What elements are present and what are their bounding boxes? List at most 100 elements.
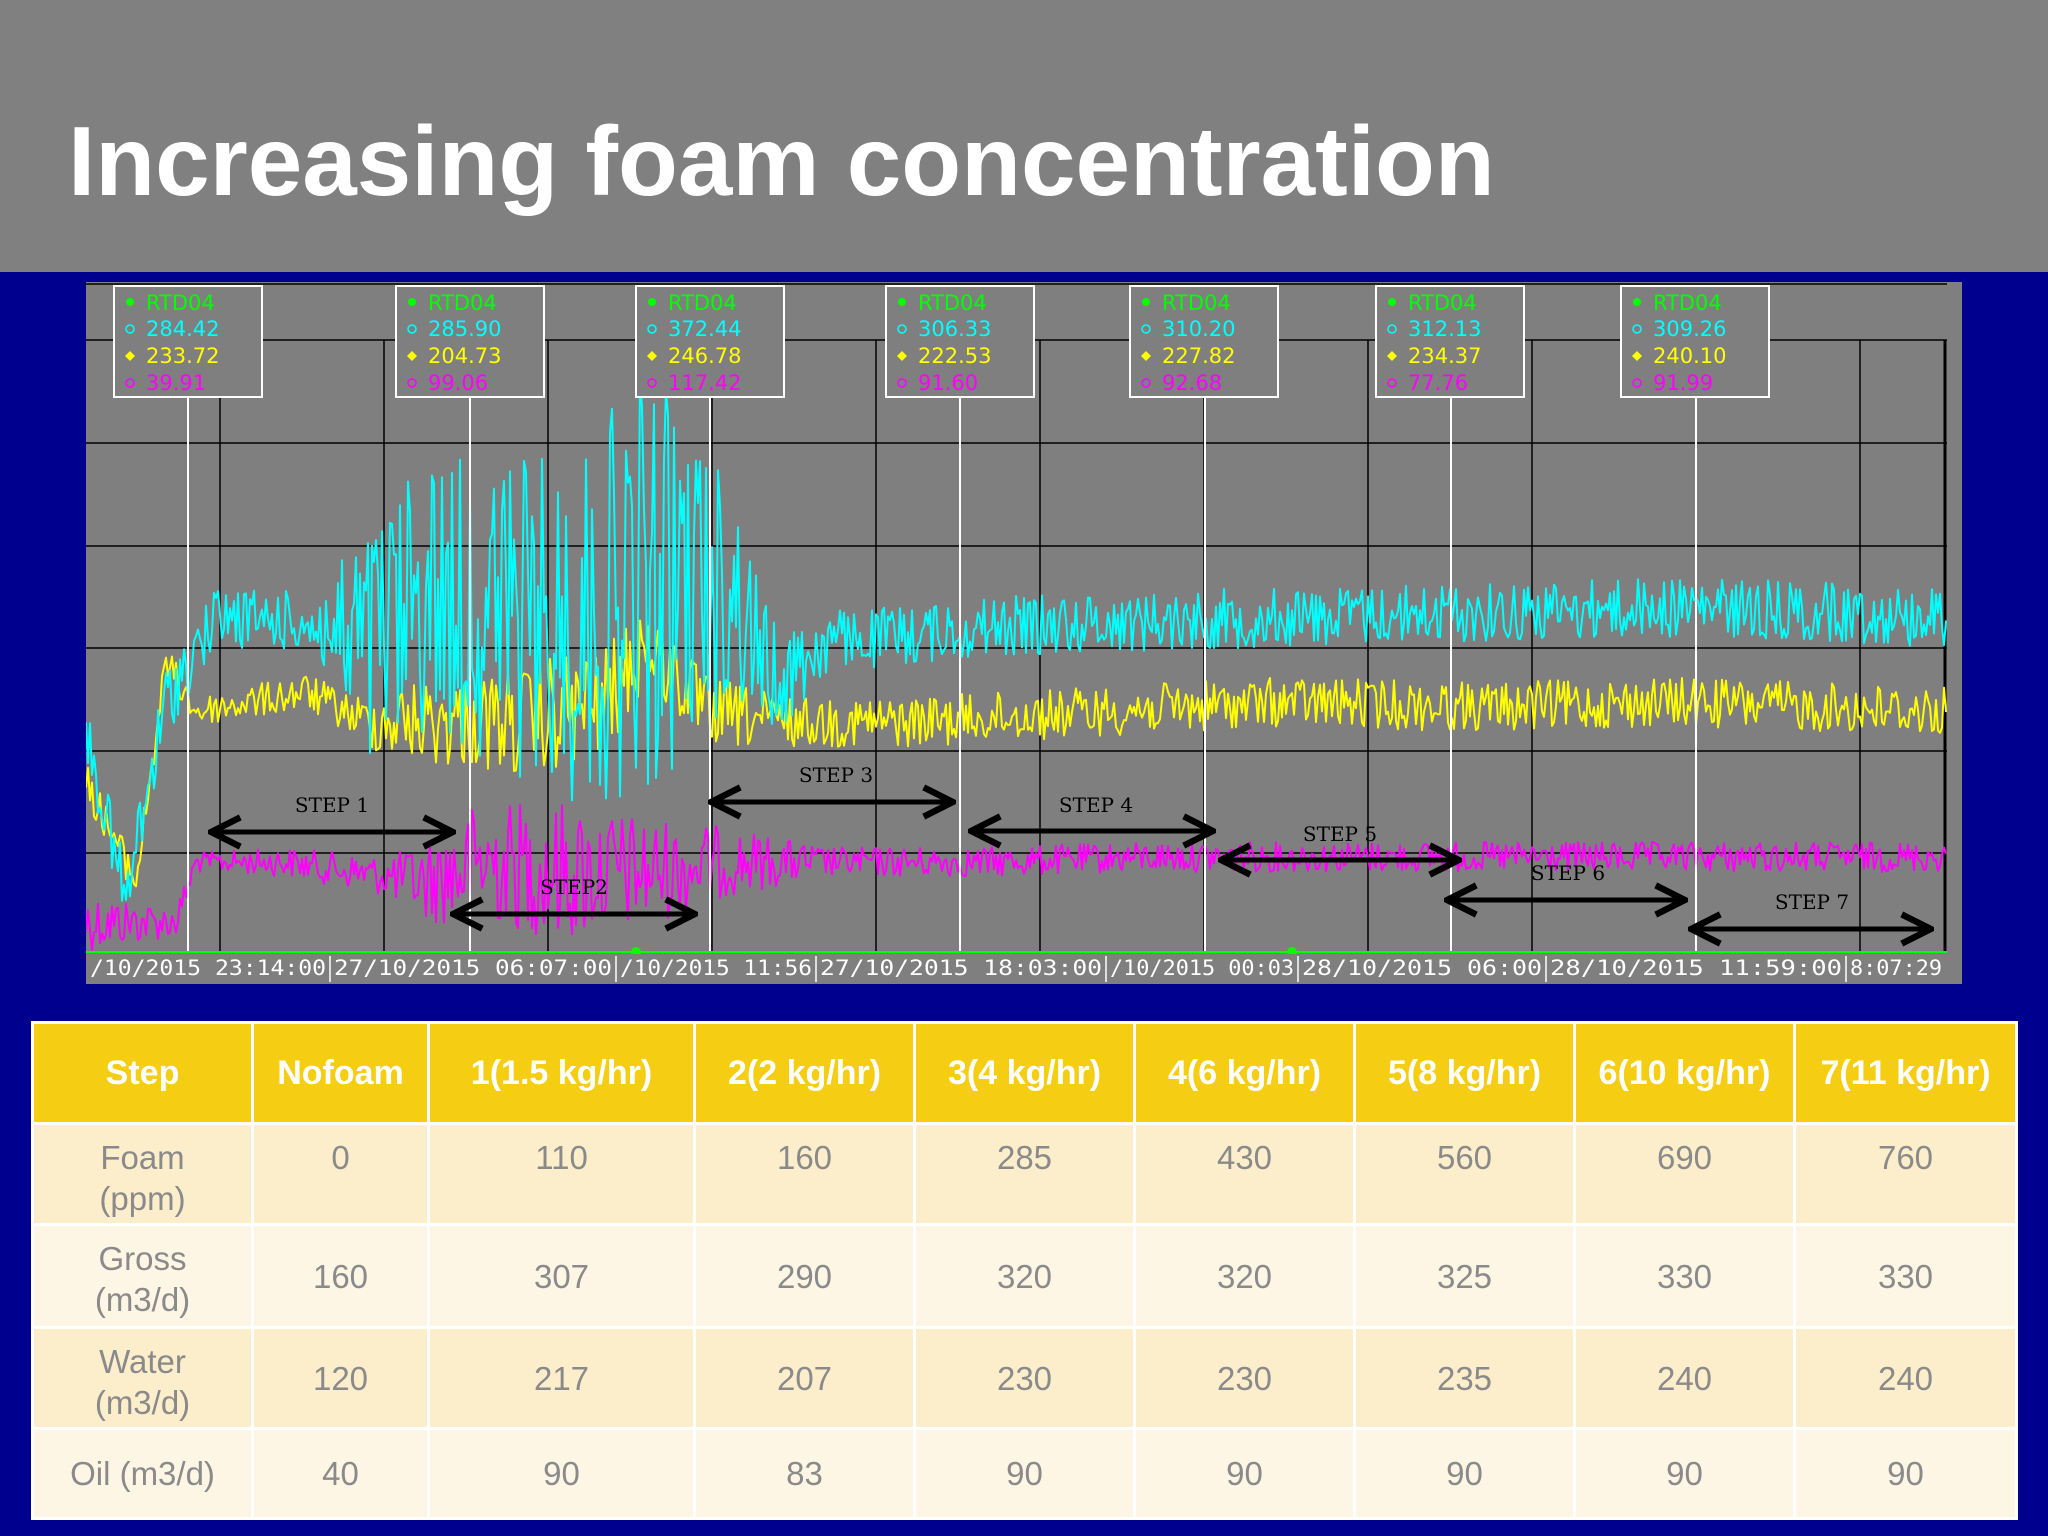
cursor-value: 227.82 [1162, 344, 1235, 368]
cursor-value: 233.72 [146, 344, 219, 368]
cursor-value: 246.78 [668, 344, 741, 368]
green-marker-icon [1388, 298, 1396, 306]
header-step-6: 6(10 kg/hr) [1573, 1021, 1796, 1125]
yellow-marker-icon [407, 351, 417, 361]
step-label: STEP2 [540, 875, 608, 899]
cursor-box [1620, 285, 1770, 398]
cyan-marker-icon [407, 324, 417, 334]
row-label: Gross (m3/d) [31, 1223, 254, 1329]
header-step-2: 2(2 kg/hr) [693, 1021, 916, 1125]
cyan-marker-icon [1632, 324, 1642, 334]
table-cell: 83 [693, 1427, 916, 1520]
table-row-water: Water (m3/d) 120 217 207 230 230 235 240 … [31, 1326, 2018, 1430]
magenta-marker-icon [647, 378, 657, 388]
table-cell: 90 [1353, 1427, 1576, 1520]
table-cell: 230 [913, 1326, 1136, 1430]
slide-header: Increasing foam concentration [0, 0, 2048, 272]
table-cell: 160 [693, 1122, 916, 1226]
table-cell: 110 [427, 1122, 696, 1226]
cursor-box [113, 285, 263, 398]
magenta-marker-icon [897, 378, 907, 388]
table-cell: 320 [1133, 1223, 1356, 1329]
step-label: STEP 6 [1531, 861, 1605, 885]
magenta-marker-icon [407, 378, 417, 388]
table-cell: 235 [1353, 1326, 1576, 1430]
step-label: STEP 4 [1059, 793, 1133, 817]
row-label: Water (m3/d) [31, 1326, 254, 1430]
table-cell: 325 [1353, 1223, 1576, 1329]
cursor-tag: RTD04 [918, 291, 987, 315]
row-label: Oil (m3/d) [31, 1427, 254, 1520]
cursor-value: 310.20 [1162, 317, 1235, 341]
table-cell: 285 [913, 1122, 1136, 1226]
cyan-marker-icon [1387, 324, 1397, 334]
cursor-value: 240.10 [1653, 344, 1726, 368]
series-line-magenta [86, 804, 1947, 952]
x-tick-label: 27/10/2015 18:03:00 [820, 956, 1102, 980]
table-cell: 40 [251, 1427, 430, 1520]
table-cell: 120 [251, 1326, 430, 1430]
cursor-tag: RTD04 [1408, 291, 1477, 315]
magenta-marker-icon [1387, 378, 1397, 388]
cursor-value: 372.44 [668, 317, 741, 341]
cursor-value: 92.68 [1162, 371, 1222, 395]
slide-title: Increasing foam concentration [68, 106, 1495, 216]
step-label: STEP 3 [799, 763, 873, 787]
series-line-cyan [86, 376, 1947, 902]
cursor-box [1375, 285, 1525, 398]
trend-chart: RTD04284.42233.7239.91RTD04285.90204.739… [86, 282, 1962, 984]
cursor-value: 91.99 [1653, 371, 1713, 395]
table-cell: 240 [1573, 1326, 1796, 1430]
x-tick-label: 8:07:29 [1850, 956, 1942, 980]
green-marker-icon [408, 298, 416, 306]
cursor-box [395, 285, 545, 398]
cyan-marker-icon [125, 324, 135, 334]
table-cell: 90 [1793, 1427, 2018, 1520]
header-step: Step [31, 1021, 254, 1125]
step-label: STEP 7 [1775, 890, 1849, 914]
x-tick-label: /10/2015 23:14:00 [90, 956, 326, 980]
header-step-1: 1(1.5 kg/hr) [427, 1021, 696, 1125]
cursor-tag: RTD04 [1162, 291, 1231, 315]
table-cell: 217 [427, 1326, 696, 1430]
green-marker-icon [1633, 298, 1641, 306]
table-cell: 230 [1133, 1326, 1356, 1430]
row-label: Foam (ppm) [31, 1122, 254, 1226]
table-row-gross: Gross (m3/d) 160 307 290 320 320 325 330 … [31, 1223, 2018, 1329]
green-marker-icon [126, 298, 134, 306]
cursor-box [1129, 285, 1279, 398]
table-cell: 430 [1133, 1122, 1356, 1226]
step-label: STEP 5 [1303, 822, 1377, 846]
cursor-tag: RTD04 [146, 291, 215, 315]
table-header-row: Step Nofoam 1(1.5 kg/hr) 2(2 kg/hr) 3(4 … [31, 1021, 2018, 1125]
yellow-marker-icon [1632, 351, 1642, 361]
table-cell: 207 [693, 1326, 916, 1430]
header-step-3: 3(4 kg/hr) [913, 1021, 1136, 1125]
cursor-box [885, 285, 1035, 398]
table-cell: 0 [251, 1122, 430, 1226]
table-cell: 760 [1793, 1122, 2018, 1226]
step-label: STEP 1 [295, 793, 369, 817]
yellow-marker-icon [647, 351, 657, 361]
yellow-marker-icon [1387, 351, 1397, 361]
cyan-marker-icon [897, 324, 907, 334]
cursor-value: 99.06 [428, 371, 488, 395]
series-line-yellow [86, 618, 1947, 888]
cursor-value: 312.13 [1408, 317, 1481, 341]
green-marker-icon [1142, 298, 1150, 306]
cursor-value: 306.33 [918, 317, 991, 341]
table-cell: 560 [1353, 1122, 1576, 1226]
x-axis: /10/2015 23:14:00 27/10/2015 06:07:00/10/… [86, 947, 1962, 984]
table-cell: 90 [1133, 1427, 1356, 1520]
cursor-tag: RTD04 [428, 291, 497, 315]
cursor-tag: RTD04 [1653, 291, 1722, 315]
cursor-value: 234.37 [1408, 344, 1481, 368]
cursor-tag: RTD04 [668, 291, 737, 315]
green-marker-icon [898, 298, 906, 306]
cursor-value: 77.76 [1408, 371, 1468, 395]
table-cell: 160 [251, 1223, 430, 1329]
magenta-marker-icon [1141, 378, 1151, 388]
cursor-layer: RTD04284.42233.7239.91RTD04285.90204.739… [113, 285, 1770, 952]
header-step-7: 7(11 kg/hr) [1793, 1021, 2018, 1125]
magenta-marker-icon [125, 378, 135, 388]
